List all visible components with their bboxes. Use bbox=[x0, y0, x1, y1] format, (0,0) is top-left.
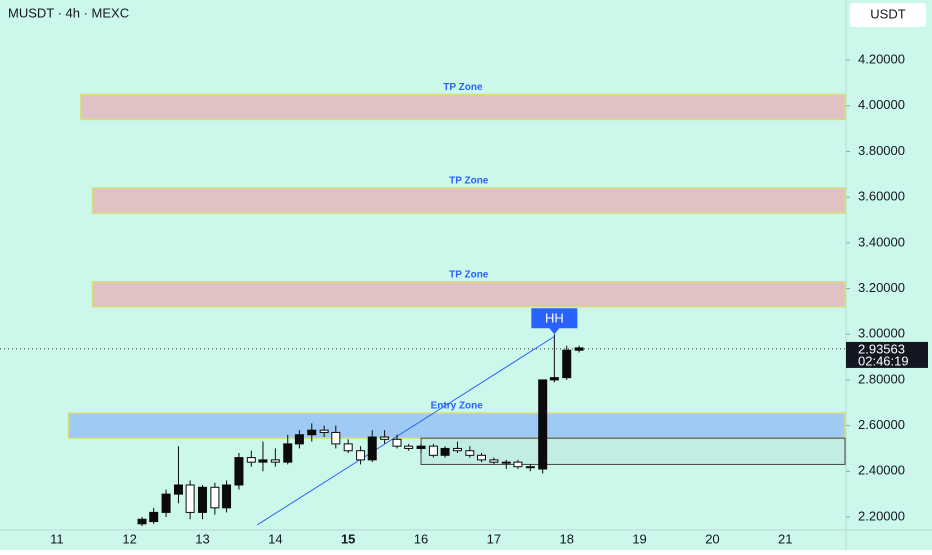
zone-label: TP Zone bbox=[449, 269, 489, 280]
candle-body bbox=[428, 445, 438, 456]
y-tick-label: 3.80000 bbox=[858, 143, 905, 158]
candle-body bbox=[161, 493, 171, 513]
candle-body bbox=[367, 436, 377, 461]
y-tick-label: 2.60000 bbox=[858, 417, 905, 432]
chart-title: MUSDT · 4h · MEXC bbox=[8, 5, 129, 20]
candle-body bbox=[477, 454, 487, 461]
candle-body bbox=[489, 459, 499, 463]
candle-body bbox=[356, 450, 366, 461]
zone-label: TP Zone bbox=[443, 82, 483, 93]
candle-body bbox=[198, 486, 208, 513]
zone-label: Entry Zone bbox=[431, 401, 484, 412]
x-tick-label: 21 bbox=[778, 531, 792, 546]
price-box bbox=[846, 341, 928, 368]
x-tick-label: 12 bbox=[122, 531, 136, 546]
zone bbox=[91, 280, 846, 308]
x-tick-label: 13 bbox=[195, 531, 209, 546]
candle-body bbox=[380, 436, 390, 440]
y-tick-label: 2.40000 bbox=[858, 463, 905, 478]
marker-box bbox=[531, 308, 578, 335]
candle-body bbox=[404, 445, 414, 449]
candle-body bbox=[562, 349, 572, 379]
candle-body bbox=[283, 443, 293, 463]
candle-body bbox=[294, 434, 304, 445]
zone bbox=[67, 412, 846, 439]
candle-body bbox=[149, 511, 159, 523]
y-tick-label: 2.80000 bbox=[858, 371, 905, 386]
candle-body bbox=[465, 450, 475, 456]
marker-label: HH bbox=[545, 311, 564, 326]
candle-body bbox=[525, 466, 535, 469]
candle-body bbox=[270, 459, 280, 463]
y-tick-label: 3.20000 bbox=[858, 280, 905, 295]
candle-body bbox=[173, 484, 183, 495]
countdown: 02:46:19 bbox=[858, 353, 909, 368]
y-tick-label: 3.60000 bbox=[858, 189, 905, 204]
candle-body bbox=[258, 459, 268, 463]
candle-body bbox=[185, 484, 195, 513]
candle-body bbox=[319, 429, 329, 433]
zone bbox=[80, 93, 846, 121]
x-tick-label: 15 bbox=[341, 531, 355, 546]
unit-box[interactable] bbox=[850, 3, 926, 27]
x-tick-label: 17 bbox=[487, 531, 501, 546]
y-tick-label: 4.00000 bbox=[858, 97, 905, 112]
trendline bbox=[256, 336, 555, 526]
x-tick-label: 16 bbox=[414, 531, 428, 546]
last-price-label: 2.93563 bbox=[858, 341, 905, 356]
candle-body bbox=[222, 484, 232, 509]
candle-body bbox=[210, 486, 220, 509]
x-tick-label: 14 bbox=[268, 531, 282, 546]
x-tick-label: 11 bbox=[50, 531, 64, 546]
candle-body bbox=[307, 429, 317, 436]
candle-body bbox=[416, 445, 426, 449]
x-tick-label: 19 bbox=[632, 531, 646, 546]
range-box bbox=[420, 437, 846, 465]
candle-body bbox=[392, 438, 402, 447]
unit-label: USDT bbox=[870, 6, 905, 21]
candle-body bbox=[513, 461, 523, 468]
y-tick-label: 3.40000 bbox=[858, 234, 905, 249]
candle-body bbox=[331, 431, 341, 445]
candle-body bbox=[452, 447, 462, 452]
candle-body bbox=[246, 457, 256, 463]
candle-body bbox=[234, 457, 244, 486]
candle-body bbox=[538, 379, 548, 470]
x-tick-label: 20 bbox=[705, 531, 719, 546]
zone-label: TP Zone bbox=[449, 176, 489, 187]
candle-body bbox=[501, 461, 511, 464]
candle-body bbox=[574, 347, 584, 351]
y-tick-label: 4.20000 bbox=[858, 52, 905, 67]
x-tick-label: 18 bbox=[559, 531, 573, 546]
y-tick-label: 2.20000 bbox=[858, 508, 905, 523]
candle-body bbox=[549, 377, 559, 381]
candle-body bbox=[440, 447, 450, 456]
candle-body bbox=[137, 518, 147, 525]
y-tick-label: 3.00000 bbox=[858, 326, 905, 341]
zone bbox=[91, 187, 846, 214]
candle-body bbox=[343, 443, 353, 452]
